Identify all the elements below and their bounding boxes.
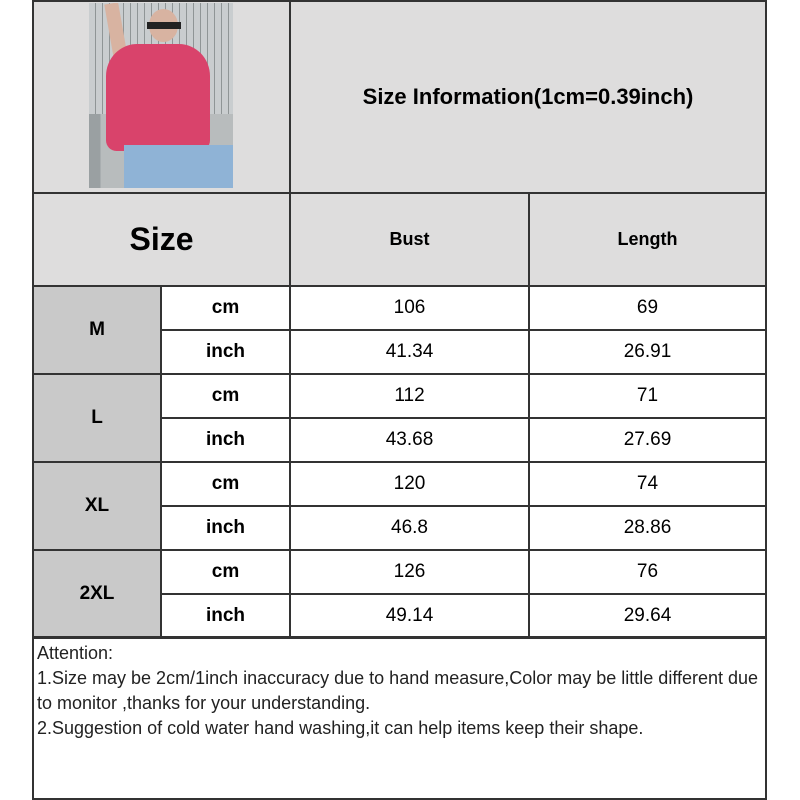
- unit-label: cm: [160, 461, 291, 507]
- size-info-title: Size Information(1cm=0.39inch): [289, 0, 767, 194]
- bust-value: 106: [289, 285, 530, 331]
- attention-notes: Attention: 1.Size may be 2cm/1inch inacc…: [32, 636, 767, 800]
- bust-value: 46.8: [289, 505, 530, 551]
- length-value: 26.91: [528, 329, 767, 375]
- bust-value: 112: [289, 373, 530, 419]
- unit-label: inch: [160, 417, 291, 463]
- bust-value: 49.14: [289, 593, 530, 639]
- bust-value: 120: [289, 461, 530, 507]
- attention-heading: Attention:: [37, 643, 114, 663]
- length-value: 74: [528, 461, 767, 507]
- bust-value: 126: [289, 549, 530, 595]
- attention-line-1: 1.Size may be 2cm/1inch inaccuracy due t…: [37, 668, 759, 713]
- bust-value: 41.34: [289, 329, 530, 375]
- size-label: 2XL: [32, 549, 162, 639]
- length-value: 71: [528, 373, 767, 419]
- unit-label: cm: [160, 549, 291, 595]
- length-value: 27.69: [528, 417, 767, 463]
- length-header: Length: [528, 192, 767, 287]
- size-label: XL: [32, 461, 162, 551]
- attention-line-2: 2.Suggestion of cold water hand washing,…: [37, 718, 644, 738]
- unit-label: cm: [160, 373, 291, 419]
- length-value: 29.64: [528, 593, 767, 639]
- unit-label: inch: [160, 505, 291, 551]
- size-header: Size: [32, 192, 291, 287]
- unit-label: inch: [160, 329, 291, 375]
- product-photo: [89, 3, 233, 188]
- size-label: L: [32, 373, 162, 463]
- unit-label: cm: [160, 285, 291, 331]
- bust-value: 43.68: [289, 417, 530, 463]
- size-label: M: [32, 285, 162, 375]
- length-value: 69: [528, 285, 767, 331]
- length-value: 28.86: [528, 505, 767, 551]
- unit-label: inch: [160, 593, 291, 639]
- length-value: 76: [528, 549, 767, 595]
- bust-header: Bust: [289, 192, 530, 287]
